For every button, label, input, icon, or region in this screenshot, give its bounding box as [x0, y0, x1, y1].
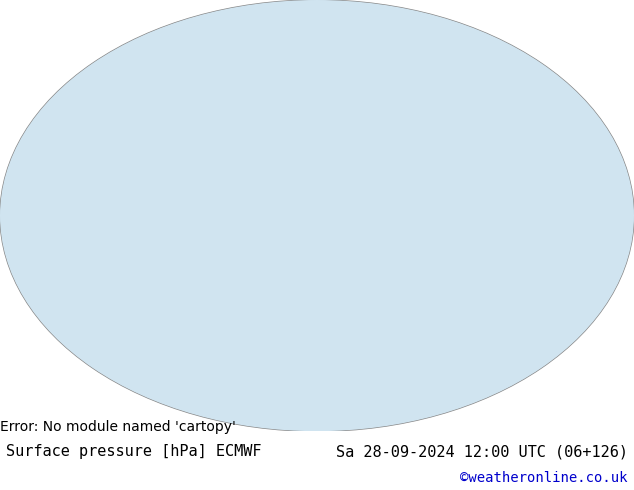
Text: Sa 28-09-2024 12:00 UTC (06+126): Sa 28-09-2024 12:00 UTC (06+126) [335, 444, 628, 459]
Ellipse shape [0, 0, 634, 431]
Ellipse shape [0, 0, 634, 431]
Text: Surface pressure [hPa] ECMWF: Surface pressure [hPa] ECMWF [6, 444, 262, 459]
Text: ©weatheronline.co.uk: ©weatheronline.co.uk [460, 471, 628, 485]
Text: Error: No module named 'cartopy': Error: No module named 'cartopy' [0, 420, 236, 434]
